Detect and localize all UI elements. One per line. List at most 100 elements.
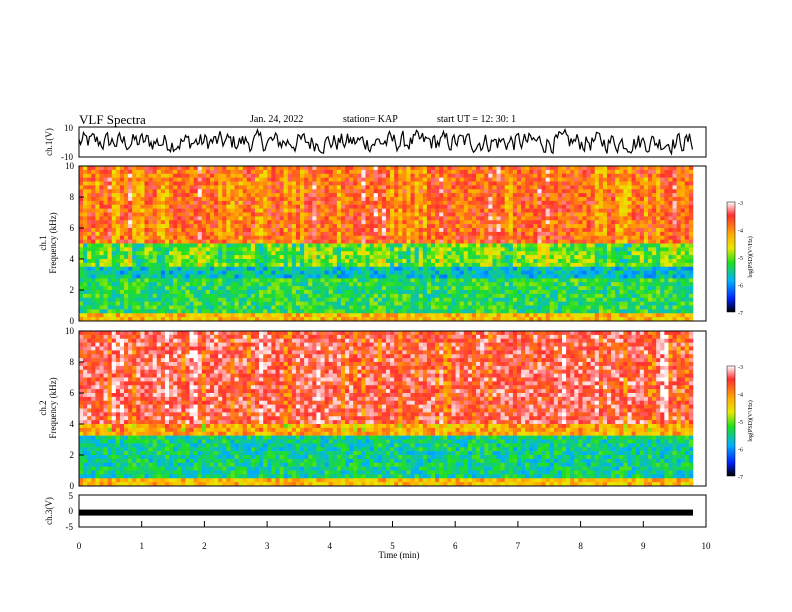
spectrogram-cell	[492, 166, 497, 171]
spectrogram-cell	[361, 197, 366, 202]
spectrogram-cell	[340, 208, 346, 213]
spectrogram-cell	[316, 247, 321, 252]
spectrogram-cell	[377, 235, 383, 240]
spectrogram-cell	[361, 212, 366, 217]
spectrogram-cell	[525, 216, 530, 221]
spectrogram-cell	[435, 313, 440, 318]
spectrogram-cell	[156, 228, 162, 233]
spectrogram-cell	[516, 270, 522, 275]
spectrogram-cell	[95, 200, 100, 206]
spectrogram-cell	[406, 212, 411, 217]
spectrogram-cell	[218, 286, 223, 291]
spectrogram-cell	[226, 231, 231, 237]
spectrogram-cell	[529, 266, 534, 271]
spectrogram-cell	[295, 235, 301, 240]
spectrogram-cell	[512, 173, 518, 178]
spectrogram-cell	[431, 286, 436, 291]
spectrogram-cell	[124, 166, 129, 171]
spectrogram-cell	[193, 270, 198, 275]
spectrogram-cell	[255, 255, 260, 260]
spectrogram-cell	[160, 220, 166, 225]
spectrogram-cell	[209, 231, 215, 237]
spectrogram-cell	[177, 185, 182, 190]
spectrogram-cell	[242, 173, 248, 178]
spectrogram-cell	[553, 212, 559, 217]
spectrogram-cell	[435, 239, 440, 244]
spectrogram-cell	[173, 235, 178, 240]
spectrogram-cell	[291, 235, 297, 240]
spectrogram-cell	[287, 286, 293, 291]
spectrogram-cell	[447, 169, 452, 175]
spectrogram-cell	[574, 274, 579, 279]
spectrogram-cell	[435, 193, 440, 198]
spectrogram-cell	[582, 185, 587, 190]
spectrogram-cell	[435, 208, 440, 213]
spectrogram-cell	[377, 255, 383, 260]
spectrogram-cell	[471, 208, 477, 213]
spectrogram-cell	[169, 193, 174, 198]
spectrogram-cell	[349, 193, 354, 198]
spectrogram-cell	[488, 239, 493, 244]
spectrogram-cell	[426, 297, 432, 302]
spectrogram-cell	[181, 297, 186, 302]
spectrogram-cell	[578, 200, 583, 206]
spectrogram-cell	[111, 286, 117, 291]
spectrogram-cell	[136, 255, 141, 260]
spectrogram-cell	[562, 197, 567, 202]
spectrogram-cell	[365, 290, 370, 295]
spectrogram-cell	[357, 224, 362, 229]
spectrogram-cell	[144, 169, 149, 175]
spectrogram-cell	[426, 166, 432, 171]
spectrogram-cell	[238, 278, 244, 283]
spectrogram-cell	[574, 309, 579, 314]
spectrogram-cell	[255, 297, 260, 302]
spectrogram-cell	[574, 293, 579, 299]
spectrogram-cell	[386, 181, 391, 186]
spectrogram-cell	[357, 266, 362, 271]
spectrogram-cell	[336, 301, 342, 306]
spectrogram-cell	[255, 204, 260, 209]
spectrogram-cell	[455, 317, 460, 322]
spectrogram-cell	[533, 193, 538, 198]
spectrogram-cell	[283, 185, 289, 190]
spectrogram-cell	[173, 313, 178, 318]
spectrogram-cell	[177, 181, 182, 186]
spectrogram-cell	[99, 286, 104, 291]
spectrogram-cell	[353, 169, 358, 175]
spectrogram-cell	[226, 212, 231, 217]
spectrogram-cell	[128, 197, 133, 202]
spectrogram-cell	[488, 274, 493, 279]
spectrogram-cell	[185, 251, 190, 256]
spectrogram-cell	[529, 251, 534, 256]
spectrogram-cell	[193, 313, 198, 318]
spectrogram-cell	[418, 262, 424, 268]
spectrogram-cell	[324, 278, 329, 283]
spectrogram-cell	[570, 185, 575, 190]
spectrogram-cell	[148, 177, 153, 182]
spectrogram-cell	[447, 228, 452, 233]
spectrogram-cell	[574, 313, 579, 318]
spectrogram-cell	[324, 200, 329, 206]
spectrogram-cell	[173, 278, 178, 283]
spectrogram-cell	[169, 262, 174, 268]
spectrogram-cell	[394, 189, 399, 194]
spectrogram-cell	[275, 185, 280, 190]
spectrogram-cell	[512, 204, 518, 209]
spectrogram-cell	[549, 200, 555, 206]
spectrogram-cell	[201, 208, 207, 213]
spectrogram-cell	[271, 259, 276, 264]
spectrogram-cell	[533, 197, 538, 202]
spectrogram-cell	[111, 282, 117, 287]
spectrogram-cell	[136, 266, 141, 271]
spectrogram-cell	[377, 231, 383, 237]
spectrogram-cell	[537, 270, 542, 275]
spectrogram-cell	[467, 173, 473, 178]
spectrogram-cell	[549, 278, 555, 283]
spectrogram-cell	[586, 169, 591, 175]
spectrogram-cell	[529, 278, 534, 283]
spectrogram-cell	[304, 231, 309, 237]
spectrogram-cell	[164, 309, 170, 314]
spectrogram-cell	[467, 228, 473, 233]
spectrogram-cell	[488, 317, 493, 322]
spectrogram-cell	[525, 204, 530, 209]
